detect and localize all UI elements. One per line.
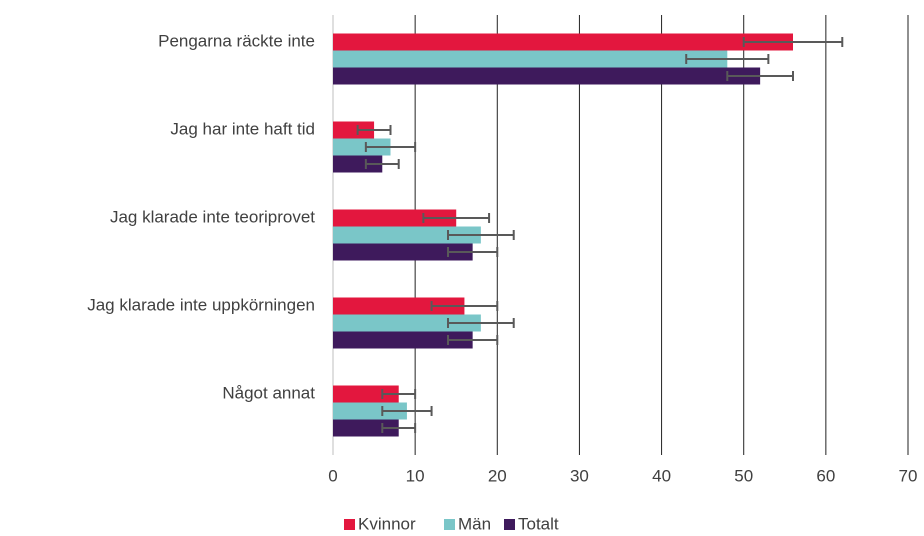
x-tick-label: 70 [899,466,918,485]
legend-label: Män [458,514,491,533]
error-bar [430,301,499,311]
error-bar [381,389,417,399]
x-tick-label: 60 [816,466,835,485]
bar [333,243,473,261]
bar [333,50,728,68]
x-tick-label: 50 [734,466,753,485]
bar [333,138,391,156]
x-tick-label: 20 [488,466,507,485]
y-tick-label: Pengarna räckte inte [158,31,315,50]
legend-swatch [504,519,515,530]
error-bar [447,318,515,328]
bar [333,314,481,332]
x-tick-label: 10 [406,466,425,485]
error-bar [381,406,433,416]
legend-swatch [344,519,355,530]
bar [333,67,761,85]
y-tick-label: Jag har inte haft tid [170,119,315,138]
bar [333,402,407,420]
legend-label: Totalt [518,514,559,533]
x-tick-label: 0 [328,466,337,485]
y-tick-label: Jag klarade inte teoriprovet [110,207,315,226]
error-bar [447,230,515,240]
y-tick-label: Något annat [222,383,315,402]
legend-swatch [444,519,455,530]
error-bar [381,423,417,433]
legend-label: Kvinnor [358,514,416,533]
error-bar [356,125,392,135]
error-bar [685,54,770,64]
error-bar [447,335,499,345]
x-tick-label: 40 [652,466,671,485]
bar [333,121,375,139]
error-bar [364,142,417,152]
error-bar [422,213,491,223]
x-tick-label: 30 [570,466,589,485]
bar [333,33,793,51]
bar [333,155,383,173]
error-bar [447,247,499,257]
error-bar [364,159,400,169]
error-bar [742,37,844,47]
bar [333,226,481,244]
bar [333,209,457,227]
y-tick-label: Jag klarade inte uppkörningen [87,295,315,314]
bar [333,331,473,349]
error-bar [726,71,794,81]
